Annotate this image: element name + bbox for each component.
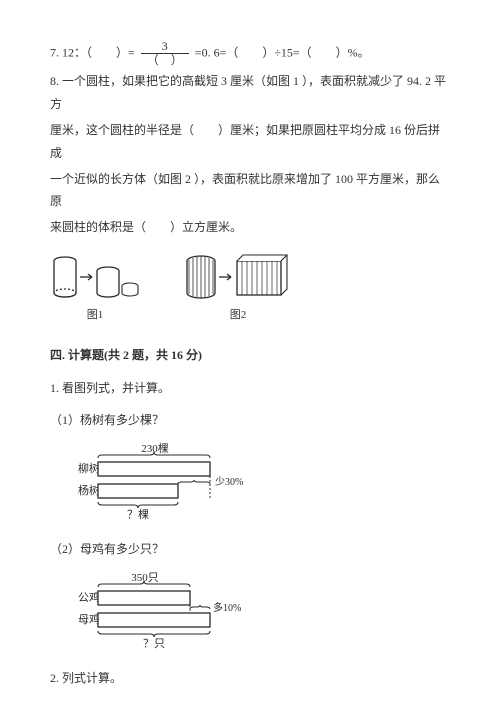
diagram-2: 图2 bbox=[183, 251, 293, 326]
chart2-diff: 多10% bbox=[213, 601, 241, 614]
question-8-line2: 厘米，这个圆柱的半径是（ ）厘米；如果把原圆柱平均分成 16 份后拼成 bbox=[50, 119, 450, 165]
question-8-line1: 8. 一个圆柱，如果把它的高截短 3 厘米（如图 1 ），表面积就减少了 94.… bbox=[50, 70, 450, 116]
q7-after: =0. 6=（ ）÷15=（ ）%。 bbox=[195, 45, 370, 59]
q7-fraction: 3 （ ） bbox=[141, 40, 189, 67]
question-7: 7. 12：（ ）= 3 （ ） =0. 6=（ ）÷15=（ ）%。 bbox=[50, 40, 450, 67]
problem-2: 2. 列式计算。 bbox=[50, 667, 450, 690]
diagram-2-caption: 图2 bbox=[183, 305, 293, 326]
chart1-top-label: 230棵 bbox=[141, 442, 169, 455]
problem-1-sub1: （1）杨树有多少棵？ bbox=[50, 409, 450, 432]
cylinder-cut-icon bbox=[50, 251, 140, 301]
chart1-label2: 杨树 bbox=[78, 483, 100, 497]
diagram-1: 图1 bbox=[50, 251, 140, 326]
chart2-label1: 公鸡 bbox=[78, 590, 100, 604]
cylinder-split-icon bbox=[183, 251, 293, 301]
question-8-line3: 一个近似的长方体（如图 2 ），表面积就比原来增加了 100 平方厘米，那么原 bbox=[50, 168, 450, 214]
chart2-label2: 母鸡 bbox=[78, 612, 100, 626]
section-4-title: 四. 计算题(共 2 题，共 16 分) bbox=[50, 344, 450, 367]
q7-prefix: 7. 12：（ ）= bbox=[50, 45, 135, 59]
q7-frac-den: （ ） bbox=[141, 54, 189, 67]
chart-2-svg: 350只 公鸡 母鸡 多10% ？只 bbox=[50, 571, 250, 649]
problem-1: 1. 看图列式，并计算。 bbox=[50, 377, 450, 400]
question-8-line4: 来圆柱的体积是（ ）立方厘米。 bbox=[50, 216, 450, 239]
chart1-diff: 少30% bbox=[215, 476, 243, 488]
diagram-1-caption: 图1 bbox=[50, 305, 140, 326]
chart1-label1: 柳树 bbox=[78, 461, 100, 475]
cylinder-diagrams: 图1 图2 bbox=[50, 251, 450, 326]
chart2-top-label: 350只 bbox=[131, 572, 159, 584]
chart2-bottom: ？只 bbox=[143, 638, 165, 649]
bar-chart-1: 230棵 柳树 杨树 少30% ？棵 bbox=[50, 442, 450, 520]
chart-1-svg: 230棵 柳树 杨树 少30% ？棵 bbox=[50, 442, 250, 520]
problem-1-sub2: （2）母鸡有多少只？ bbox=[50, 538, 450, 561]
chart1-bottom: ？棵 bbox=[127, 507, 149, 520]
bar-chart-2: 350只 公鸡 母鸡 多10% ？只 bbox=[50, 571, 450, 649]
q7-frac-num: 3 bbox=[141, 40, 189, 54]
